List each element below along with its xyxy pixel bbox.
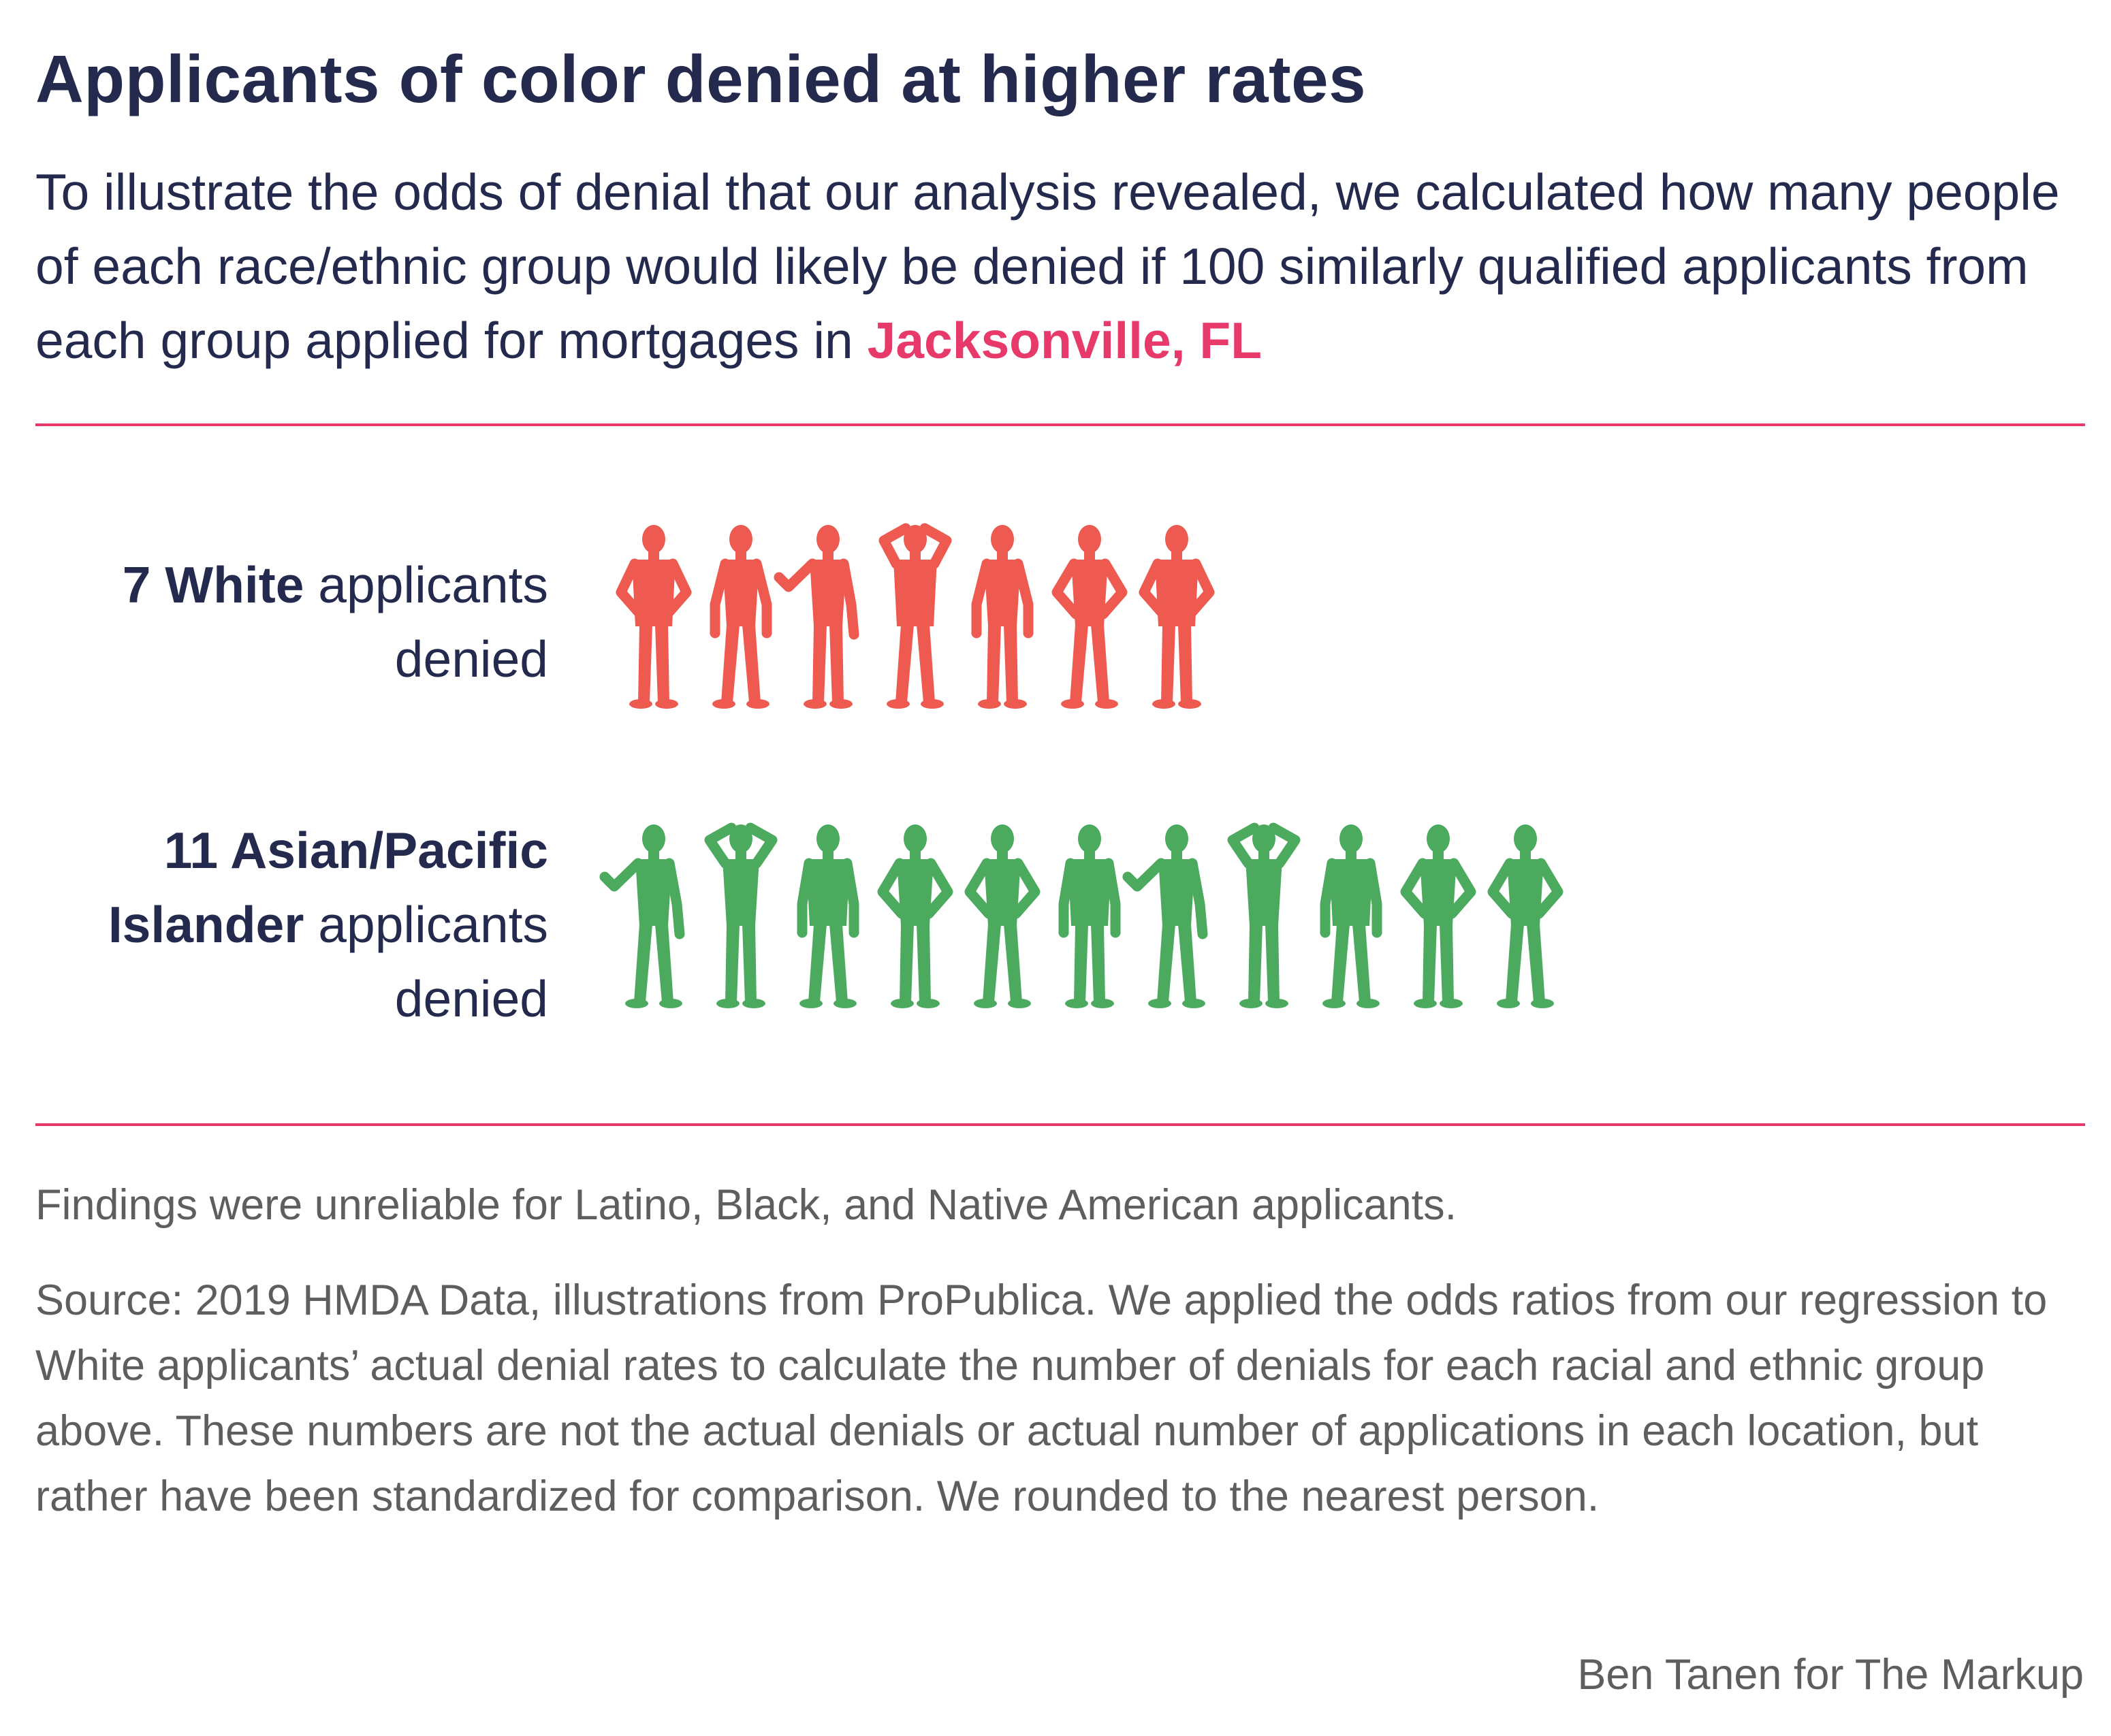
person-silhouette-icon: [599, 824, 685, 1008]
person-silhouette-icon: [964, 824, 1041, 1008]
person-silhouette-icon: [877, 824, 953, 1008]
row-label-white: 7 White applicants denied: [3, 548, 548, 696]
person-silhouette-icon: [1058, 824, 1121, 1008]
pictogram-figures: [599, 523, 1564, 1008]
person-silhouette-icon: [616, 525, 692, 709]
source-note: Source: 2019 HMDA Data, illustrations fr…: [35, 1276, 2048, 1520]
row-label-asian-highlight: 11 Asian/Pacific Islander: [108, 822, 548, 953]
person-silhouette-icon: [1139, 525, 1215, 709]
person-silhouette-icon: [1051, 525, 1128, 709]
person-silhouette-icon: [1487, 824, 1564, 1008]
person-silhouette-icon: [1122, 824, 1208, 1008]
person-silhouette-icon: [878, 523, 952, 709]
person-silhouette-icon: [1320, 824, 1382, 1008]
person-silhouette-icon: [797, 824, 859, 1008]
person-silhouette-icon: [774, 525, 859, 709]
person-silhouette-icon: [1227, 822, 1301, 1008]
row-label-white-rest: applicants denied: [304, 556, 548, 688]
person-silhouette-icon: [1400, 824, 1476, 1008]
row-label-asian-pacific-islander: 11 Asian/Pacific Islander applicants den…: [3, 814, 548, 1036]
chart-title: Applicants of color denied at higher rat…: [35, 42, 1367, 116]
chart-subtitle: To illustrate the odds of denial that ou…: [35, 155, 2085, 378]
subtitle-text: To illustrate the odds of denial that ou…: [35, 163, 2060, 369]
credit: Ben Tanen for The Markup: [1577, 1651, 2084, 1699]
row-label-asian-rest: applicants denied: [304, 896, 548, 1027]
person-silhouette-icon: [971, 525, 1034, 709]
row-label-white-highlight: 7 White: [122, 556, 304, 613]
subtitle-place: Jacksonville, FL: [867, 312, 1263, 369]
reliability-note: Findings were unreliable for Latino, Bla…: [35, 1181, 1457, 1229]
person-silhouette-icon: [704, 822, 778, 1008]
bottom-divider: [35, 1123, 2085, 1126]
person-silhouette-icon: [710, 525, 772, 709]
top-divider: [35, 423, 2085, 426]
